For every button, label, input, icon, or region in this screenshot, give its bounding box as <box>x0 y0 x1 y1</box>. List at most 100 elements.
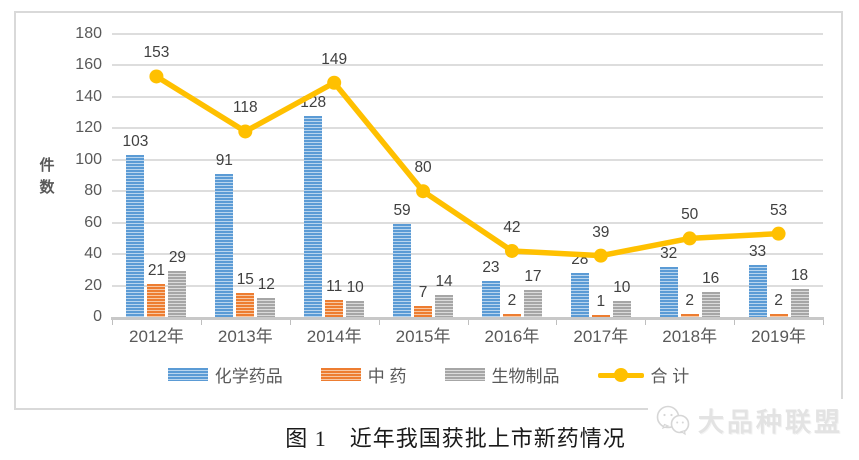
bar <box>147 283 166 317</box>
x-axis-line <box>111 317 824 320</box>
gridline <box>112 33 823 35</box>
y-tick-label: 0 <box>93 308 102 325</box>
total-label: 149 <box>321 50 348 68</box>
x-axis-tick <box>289 320 291 325</box>
gridline <box>112 64 823 67</box>
bar-label: 59 <box>393 202 411 220</box>
bar-label: 7 <box>418 283 428 301</box>
bar <box>346 301 365 317</box>
bar-label: 28 <box>571 250 589 268</box>
bar <box>748 265 767 317</box>
x-axis-tick <box>823 320 824 325</box>
x-axis-tick <box>467 320 469 325</box>
y-axis-title: 件数 <box>39 157 55 196</box>
legend-label: 化学药品 <box>214 367 283 386</box>
bar <box>325 299 344 317</box>
y-tick-label: 180 <box>75 25 102 42</box>
data-point-marker <box>682 231 697 246</box>
plot-area: 0 20 40 60 80 100 120 140 160 180 2012年 2013年 2014年 2… <box>16 13 841 408</box>
legend-label: 生物制品 <box>491 367 560 386</box>
y-tick-label: 160 <box>75 56 102 74</box>
legend-label: 中 药 <box>367 367 407 386</box>
data-point-marker <box>771 226 786 241</box>
legend-line-swatch <box>597 367 644 382</box>
bar <box>701 291 720 317</box>
y-tick-label: 120 <box>75 119 102 137</box>
data-point-marker <box>149 69 164 84</box>
bar-label: 91 <box>215 151 233 169</box>
legend-swatch <box>444 368 485 381</box>
legend-label: 合 计 <box>650 367 690 386</box>
legend-item: 生物制品 <box>444 362 560 387</box>
bar-label: 29 <box>168 249 187 267</box>
total-label: 118 <box>232 99 258 117</box>
chart-caption: 图 1 近年我国获批上市新药情况 <box>285 426 626 451</box>
legend-item: 中 药 <box>320 362 407 387</box>
bar <box>790 288 809 317</box>
total-label: 39 <box>592 223 610 241</box>
gridline <box>112 95 823 98</box>
y-tick-label: 20 <box>84 276 102 294</box>
bar-label: 33 <box>748 243 767 261</box>
bar <box>236 293 255 317</box>
y-tick-label: 80 <box>84 182 102 200</box>
y-tick-label: 100 <box>75 150 102 168</box>
bar <box>414 305 433 317</box>
bar <box>215 173 234 317</box>
x-tick-label: 2019年 <box>751 327 806 346</box>
legend-item: 化学药品 <box>167 362 283 387</box>
x-tick-label: 2017年 <box>573 327 629 346</box>
bar <box>570 272 589 317</box>
gridline <box>112 127 823 130</box>
bar-label: 14 <box>435 272 453 290</box>
bar <box>591 315 610 317</box>
legend-swatch <box>167 368 208 381</box>
bar <box>481 280 500 317</box>
y-tick-label: 40 <box>84 245 102 263</box>
legend: 化学药品 中 药 生物制品 合 计 <box>16 362 841 387</box>
bar <box>523 290 542 317</box>
total-label: 153 <box>143 44 170 62</box>
x-tick-label: 2018年 <box>662 327 718 346</box>
bar-label: 12 <box>257 276 275 294</box>
bar-label: 2 <box>507 291 517 309</box>
bar <box>769 313 788 317</box>
bar-label: 10 <box>613 279 631 297</box>
bar-label: 32 <box>660 244 678 262</box>
total-label: 42 <box>503 218 521 236</box>
x-axis-tick <box>200 320 202 325</box>
bar-label: 128 <box>300 93 327 111</box>
x-tick-label: 2015年 <box>395 327 451 346</box>
bar <box>502 313 521 317</box>
bar-label: 10 <box>346 279 364 297</box>
bar-label: 15 <box>236 271 254 289</box>
x-tick-label: 2012年 <box>129 327 184 346</box>
watermark: 大品种联盟 <box>647 399 845 442</box>
x-tick-label: 2016年 <box>484 327 540 346</box>
x-axis-tick <box>112 320 113 325</box>
bar <box>168 271 187 317</box>
y-tick-label: 140 <box>75 87 102 105</box>
data-point-marker <box>504 243 519 258</box>
x-axis-tick <box>645 320 647 325</box>
wechat-icon <box>654 404 692 438</box>
x-tick-label: 2014年 <box>306 327 362 346</box>
chart-frame: 件数 0 20 40 60 80 100 120 140 160 180 2012年 2013年 201… <box>14 11 843 410</box>
bar <box>612 301 631 317</box>
bar-label: 16 <box>702 269 720 287</box>
bar-label: 17 <box>524 268 542 286</box>
total-label: 50 <box>681 206 699 224</box>
x-tick-label: 2013年 <box>217 327 273 346</box>
bar <box>257 298 276 317</box>
bar-label: 18 <box>790 266 809 284</box>
bar <box>126 155 145 317</box>
bar <box>659 266 678 317</box>
legend-line-marker <box>613 367 628 382</box>
bar-label: 2 <box>685 291 694 309</box>
legend-item: 合 计 <box>597 362 690 387</box>
bar-label: 23 <box>482 258 500 276</box>
data-point-marker <box>327 75 342 90</box>
bar-label: 103 <box>122 133 149 151</box>
total-label: 53 <box>769 201 788 219</box>
watermark-text: 大品种联盟 <box>697 407 843 437</box>
